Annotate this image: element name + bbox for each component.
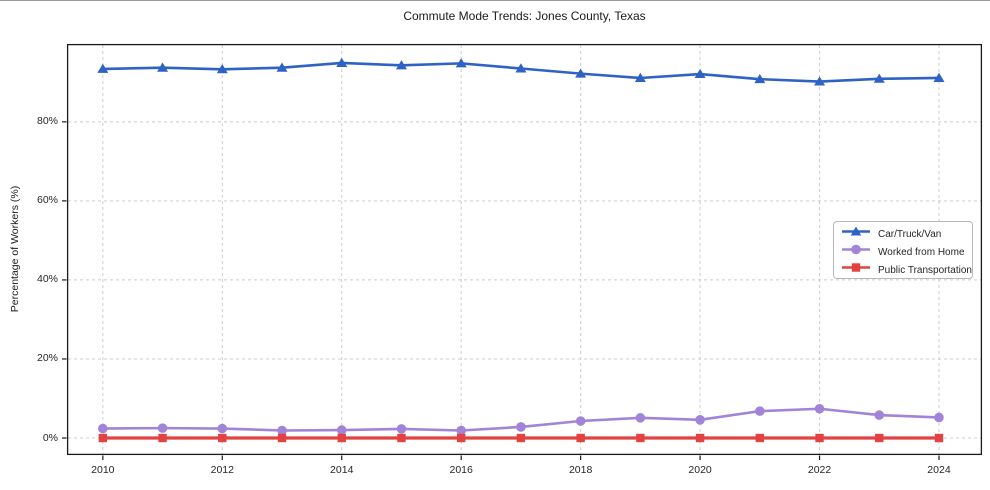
data-point-circle	[516, 422, 526, 432]
data-point-triangle	[933, 72, 945, 82]
chart-title: Commute Mode Trends: Jones County, Texas	[403, 9, 646, 23]
x-tick-label: 2014	[330, 464, 354, 476]
legend-label: Worked from Home	[878, 246, 965, 258]
legend: Car/Truck/Van Worked from Home Public Tr…	[833, 221, 973, 279]
data-point-square	[576, 433, 585, 443]
data-point-square	[695, 433, 705, 443]
legend-swatch-canvas	[842, 226, 870, 236]
x-tick-label: 2012	[210, 464, 234, 476]
data-point-square	[516, 433, 526, 443]
legend-label: Public Transportation	[878, 264, 972, 276]
line-square-marker-icon	[841, 261, 871, 279]
data-point-square	[397, 433, 406, 443]
legend-item-car-truck-van: Car/Truck/Van	[841, 225, 965, 243]
data-point-triangle	[336, 57, 348, 67]
y-tick-label: 0%	[42, 431, 58, 444]
data-point-circle	[336, 425, 347, 435]
data-point-square	[277, 433, 287, 443]
data-point-circle	[396, 424, 407, 434]
x-tick-label: 2020	[688, 464, 712, 476]
y-tick-label: 40%	[36, 273, 58, 286]
data-point-square	[815, 433, 824, 443]
line-triangle-marker-icon	[841, 225, 871, 243]
data-point-square	[934, 433, 944, 443]
data-point-triangle	[216, 64, 228, 74]
x-tick-label: 2024	[927, 464, 951, 476]
data-point-circle	[814, 403, 825, 414]
data-point-square	[456, 433, 466, 443]
data-point-triangle	[157, 62, 169, 72]
data-point-circle	[934, 412, 944, 423]
y-axis-label: Percentage of Workers (%)	[9, 185, 21, 313]
data-point-circle	[874, 410, 885, 420]
data-point-triangle	[97, 63, 109, 73]
legend-swatch-canvas	[842, 244, 870, 255]
data-point-square	[755, 433, 765, 443]
y-tick-label: 20%	[36, 352, 58, 365]
data-point-triangle	[276, 62, 288, 72]
data-point-triangle	[515, 63, 527, 73]
plot-area	[62, 43, 983, 460]
data-point-triangle	[455, 58, 467, 68]
data-point-circle	[695, 415, 705, 425]
y-tick-label: 60%	[36, 194, 58, 207]
y-tick-label: 80%	[36, 115, 58, 128]
data-point-circle	[277, 425, 287, 436]
data-point-triangle	[814, 76, 826, 86]
legend-label: Car/Truck/Van	[878, 228, 942, 240]
data-point-square	[98, 433, 108, 443]
data-point-circle	[217, 423, 228, 434]
x-tick-label: 2022	[807, 464, 832, 476]
data-point-triangle	[395, 60, 407, 70]
x-tick-label: 2018	[568, 464, 593, 476]
data-point-square	[218, 433, 227, 443]
data-point-square	[158, 433, 167, 443]
data-point-circle	[456, 425, 466, 436]
data-point-triangle	[575, 68, 587, 78]
legend-item-public-transportation: Public Transportation	[841, 261, 972, 279]
data-point-triangle	[873, 73, 885, 83]
line-circle-marker-icon	[841, 243, 871, 261]
data-point-circle	[98, 423, 108, 434]
data-point-triangle	[694, 68, 706, 79]
data-point-circle	[575, 416, 586, 426]
data-point-triangle	[754, 73, 766, 84]
legend-swatch-canvas	[842, 263, 870, 272]
data-point-triangle	[634, 72, 646, 82]
x-tick-label: 2010	[91, 464, 115, 476]
plot-frame	[66, 43, 983, 456]
data-point-square	[875, 433, 884, 443]
data-point-circle	[755, 406, 765, 416]
legend-item-worked-from-home: Worked from Home	[841, 243, 965, 261]
data-point-square	[636, 433, 645, 443]
data-point-square	[337, 433, 346, 443]
x-tick-label: 2016	[449, 464, 473, 476]
chart-canvas	[62, 43, 983, 460]
data-point-circle	[157, 423, 168, 433]
data-point-circle	[635, 413, 646, 423]
